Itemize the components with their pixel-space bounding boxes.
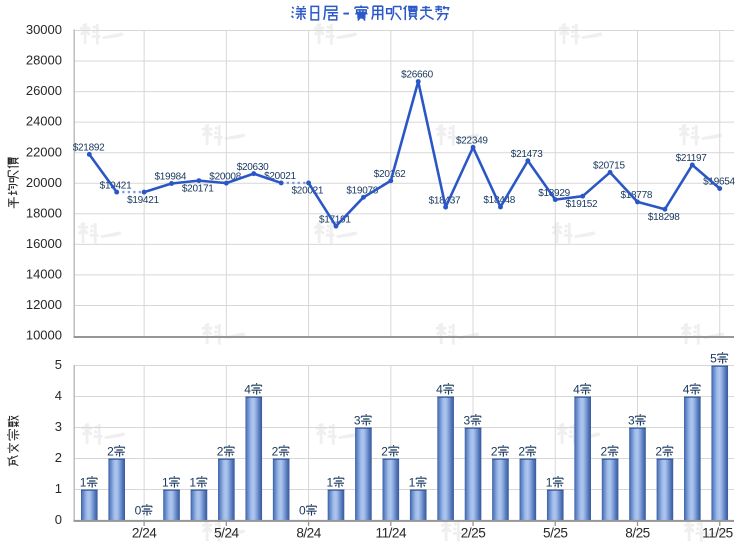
svg-text:2/25: 2/25 [461, 525, 485, 540]
svg-text:2: 2 [107, 444, 114, 458]
svg-text:3: 3 [463, 413, 470, 427]
svg-text:1: 1 [409, 475, 416, 489]
svg-text:3: 3 [55, 419, 62, 434]
svg-text:1: 1 [189, 475, 196, 489]
svg-text:1: 1 [326, 475, 333, 489]
svg-text:2: 2 [272, 444, 279, 458]
svg-text:4: 4 [573, 382, 580, 396]
svg-text:18000: 18000 [26, 205, 62, 220]
svg-text:$18929: $18929 [538, 188, 570, 199]
svg-text:$20715: $20715 [593, 161, 625, 172]
svg-text:4: 4 [55, 388, 62, 403]
svg-text:1: 1 [162, 475, 169, 489]
svg-text:$21197: $21197 [676, 153, 708, 164]
svg-text:$21473: $21473 [511, 149, 543, 160]
svg-text:28000: 28000 [26, 53, 62, 68]
svg-text:24000: 24000 [26, 114, 62, 129]
svg-text:$17191: $17191 [319, 214, 351, 225]
svg-text:$19421: $19421 [100, 180, 132, 191]
svg-text:11/25: 11/25 [702, 525, 733, 540]
svg-text:2/24: 2/24 [132, 525, 157, 540]
svg-text:1: 1 [80, 475, 87, 489]
svg-text:10000: 10000 [26, 328, 62, 343]
svg-text:$19078: $19078 [346, 186, 378, 197]
svg-text:0: 0 [55, 512, 62, 527]
svg-text:30000: 30000 [26, 22, 62, 37]
svg-text:$19421: $19421 [127, 195, 159, 206]
svg-text:2: 2 [601, 444, 608, 458]
svg-text:$19152: $19152 [566, 199, 598, 210]
svg-text:2: 2 [655, 444, 662, 458]
svg-text:$19654: $19654 [703, 177, 735, 188]
svg-text:4: 4 [436, 382, 443, 396]
svg-text:4: 4 [244, 382, 251, 396]
svg-text:20000: 20000 [26, 175, 62, 190]
svg-text:5: 5 [710, 351, 717, 365]
svg-text:$18298: $18298 [648, 212, 680, 223]
svg-text:$20162: $20162 [374, 169, 406, 180]
svg-text:2: 2 [518, 444, 525, 458]
svg-text:$20630: $20630 [237, 162, 269, 173]
svg-text:2: 2 [381, 444, 388, 458]
svg-text:$20171: $20171 [182, 183, 214, 194]
svg-text:5/25: 5/25 [543, 525, 567, 540]
svg-text:$21892: $21892 [73, 143, 105, 154]
svg-text:14000: 14000 [26, 266, 62, 281]
svg-text:11/24: 11/24 [376, 525, 407, 540]
svg-text:$19984: $19984 [154, 172, 186, 183]
svg-text:16000: 16000 [26, 236, 62, 251]
svg-text:1: 1 [55, 481, 62, 496]
svg-text:26000: 26000 [26, 83, 62, 98]
svg-text:1: 1 [546, 475, 553, 489]
svg-text:$26660: $26660 [401, 70, 433, 81]
svg-text:$20021: $20021 [264, 171, 296, 182]
svg-text:0: 0 [299, 503, 306, 517]
svg-text:$22349: $22349 [456, 136, 488, 147]
svg-text:2: 2 [55, 450, 62, 465]
svg-text:3: 3 [354, 413, 361, 427]
svg-text:$18448: $18448 [483, 195, 515, 206]
svg-text:$20008: $20008 [209, 171, 241, 182]
svg-text:8/24: 8/24 [296, 525, 321, 540]
svg-text:8/25: 8/25 [625, 525, 649, 540]
svg-text:2: 2 [217, 444, 224, 458]
svg-text:$18778: $18778 [620, 190, 652, 201]
svg-text:22000: 22000 [26, 144, 62, 159]
svg-text:5/24: 5/24 [214, 525, 239, 540]
svg-text:2: 2 [491, 444, 498, 458]
svg-text:12000: 12000 [26, 297, 62, 312]
svg-text:0: 0 [135, 503, 142, 517]
svg-text:$20021: $20021 [292, 186, 324, 197]
svg-text:3: 3 [628, 413, 635, 427]
svg-text:4: 4 [683, 382, 690, 396]
svg-text:5: 5 [55, 357, 62, 372]
